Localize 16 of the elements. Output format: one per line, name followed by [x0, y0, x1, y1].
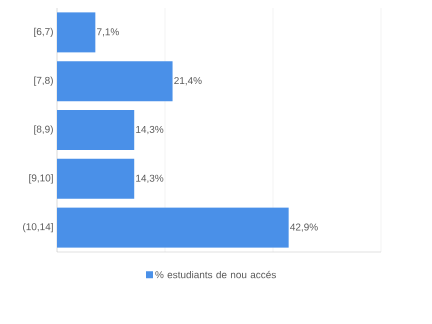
y-tick-label: [6,7)	[34, 28, 53, 38]
bar	[57, 12, 96, 52]
y-tick-label: [8,9)	[34, 125, 53, 135]
legend-label: % estudiants de nou accés	[155, 270, 276, 278]
y-tick-label: [7,8)	[34, 76, 53, 86]
y-tick-label: (10,14]	[23, 222, 53, 232]
data-label: 7,1%	[97, 28, 119, 37]
bar	[57, 61, 173, 102]
data-label: 14,3%	[136, 174, 164, 183]
y-tick-label: [9,10]	[29, 174, 53, 184]
data-label: 42,9%	[290, 223, 318, 232]
data-label: 14,3%	[136, 126, 164, 134]
data-label: 21,4%	[174, 77, 202, 86]
bar	[57, 110, 134, 150]
bar	[57, 208, 289, 248]
bar	[57, 158, 134, 199]
